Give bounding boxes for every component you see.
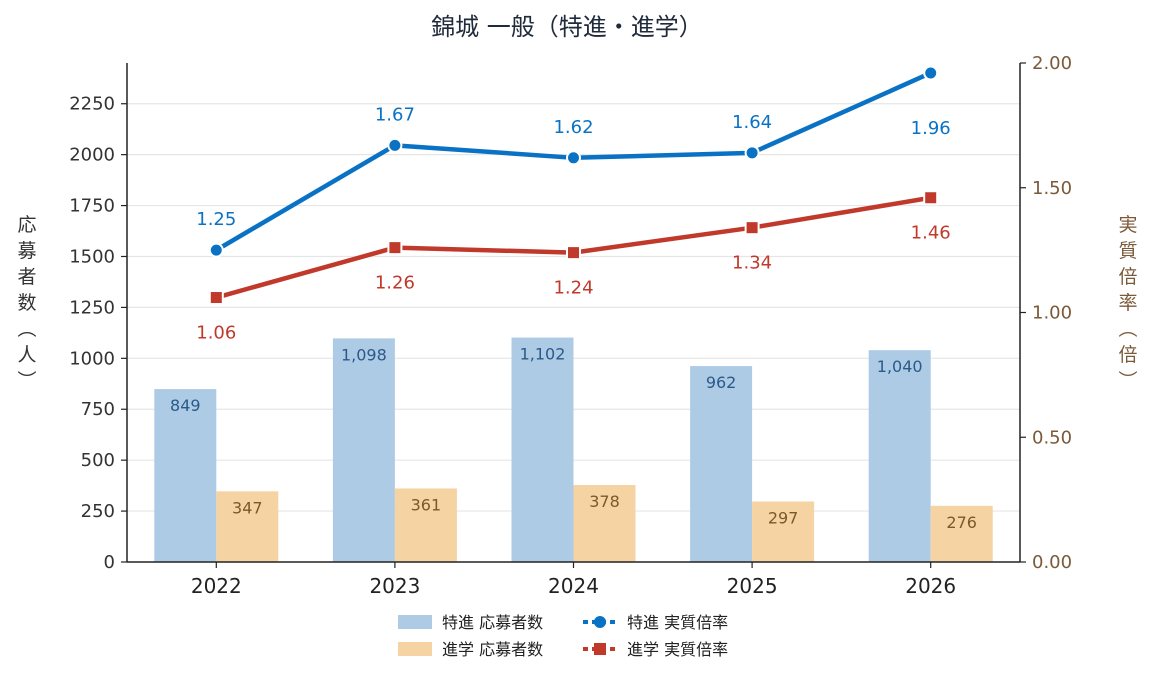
line-value-label: 1.24 [553,278,593,299]
x-tick-label: 2026 [905,574,956,598]
bar-value-label: 1,040 [877,357,923,376]
bar-value-label: 276 [946,513,977,532]
line-value-label: 1.26 [375,273,415,294]
bar [752,501,815,562]
bar [868,350,931,562]
line-value-label: 1.46 [911,223,951,244]
x-tick-label: 2022 [191,574,242,598]
legend-swatch [398,615,432,629]
line-point [387,137,403,153]
bar [690,366,753,562]
bar-value-label: 1,102 [520,345,566,364]
left-tick-label: 2250 [69,94,115,115]
bar [394,488,457,562]
x-tick-label: 2025 [727,574,778,598]
bar-value-label: 297 [768,509,799,528]
legend-marker [594,643,606,655]
x-tick-label: 2023 [369,574,420,598]
bar [216,491,279,562]
right-axis-title: 実質倍率︵倍︶ [1118,214,1137,392]
left-tick-label: 1500 [69,246,115,267]
left-tick-label: 1000 [69,348,115,369]
line-value-label: 1.62 [553,117,593,138]
lines [208,65,939,306]
line-value-label: 1.25 [196,209,236,230]
line-value-label: 1.34 [732,253,772,274]
bar-value-label: 378 [589,492,620,511]
legend-swatch [398,642,432,656]
bars [154,337,993,562]
left-tick-label: 0 [104,552,115,573]
line-point [744,145,760,161]
bar-value-label: 962 [706,373,737,392]
axes: 0 250 500 750 1000 1250 1500 1750 2000 2250 0.00 0.… [17,53,1137,598]
left-tick-label: 1750 [69,196,115,217]
legend-label: 進学 応募者数 [442,640,543,659]
bar [930,505,993,562]
left-tick-label: 2000 [69,145,115,166]
line-point [923,190,939,206]
bar [154,389,217,562]
line-point [208,242,224,258]
bar-value-label: 347 [232,498,263,517]
right-tick-label: 1.50 [1032,178,1072,199]
bar [511,337,574,562]
chart-title: 錦城 一般（特進・進学） [431,13,703,41]
bar [573,485,636,562]
bar [332,338,395,562]
line-point [208,290,224,306]
line-point [923,65,939,81]
line-value-label: 1.64 [732,112,772,133]
line-point [566,150,581,166]
line-point [387,240,403,256]
bar-value-label: 1,098 [341,345,387,364]
bar-value-label: 361 [411,495,442,514]
left-tick-label: 750 [81,399,115,420]
line-point [566,245,581,261]
left-tick-label: 250 [81,501,115,522]
right-tick-label: 0.50 [1032,427,1072,448]
left-axis-title: 応募者数︵人︶ [17,214,36,392]
bar-value-label: 849 [170,396,201,415]
x-tick-label: 2024 [548,574,599,598]
line-value-label: 1.06 [196,323,236,344]
line-point [744,220,760,236]
right-tick-label: 2.00 [1032,53,1072,74]
legend-marker [594,616,606,628]
legend-label: 進学 実質倍率 [627,640,728,659]
right-tick-label: 1.00 [1032,303,1072,324]
left-tick-label: 500 [81,450,115,471]
left-tick-label: 1250 [69,297,115,318]
data-labels: 849 1,098 1,102 962 1,040 347 361 378 297 276 1.25… [170,104,977,531]
right-tick-label: 0.00 [1032,552,1072,573]
legend-label: 特進 実質倍率 [627,613,728,632]
line-value-label: 1.96 [911,118,951,139]
legend-label: 特進 応募者数 [442,613,543,632]
line-value-label: 1.67 [375,104,415,125]
